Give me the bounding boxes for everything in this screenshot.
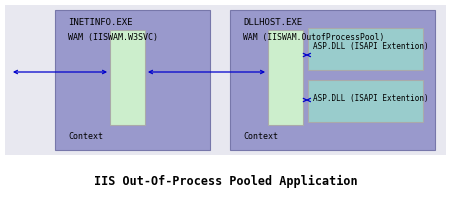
Bar <box>308 28 423 70</box>
Text: WAM (IISWAM.OutofProcessPool): WAM (IISWAM.OutofProcessPool) <box>243 33 384 42</box>
Bar <box>110 30 145 125</box>
Text: WAM (IISWAM.W3SVC): WAM (IISWAM.W3SVC) <box>68 33 158 42</box>
Text: IIS Out-Of-Process Pooled Application: IIS Out-Of-Process Pooled Application <box>94 175 357 188</box>
Text: Context: Context <box>68 132 103 141</box>
Text: INETINFO.EXE: INETINFO.EXE <box>68 18 133 27</box>
Bar <box>55 10 210 150</box>
Bar <box>230 10 435 150</box>
Text: ASP.DLL (ISAPI Extention): ASP.DLL (ISAPI Extention) <box>313 42 428 51</box>
Bar <box>268 30 303 125</box>
Bar <box>5 5 446 155</box>
Bar <box>308 80 423 122</box>
Text: ASP.DLL (ISAPI Extention): ASP.DLL (ISAPI Extention) <box>313 94 428 103</box>
Text: Context: Context <box>243 132 278 141</box>
Text: DLLHOST.EXE: DLLHOST.EXE <box>243 18 302 27</box>
